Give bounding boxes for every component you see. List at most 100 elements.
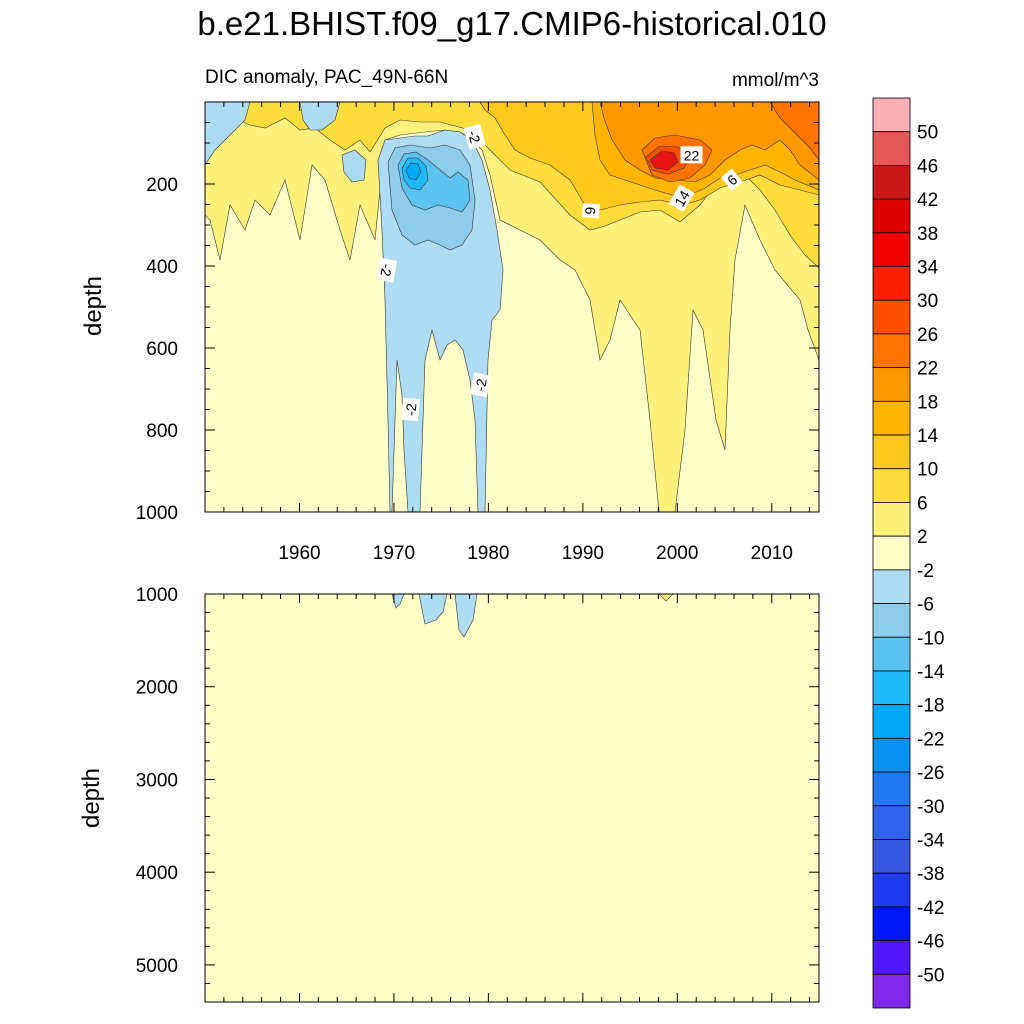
y-tick-label-deep: 5000 bbox=[136, 956, 178, 977]
colorbar-label: 10 bbox=[917, 460, 938, 481]
colorbar-box bbox=[872, 569, 911, 604]
y-tick-label-deep: 2000 bbox=[136, 678, 178, 699]
x-tick-label: 2010 bbox=[751, 543, 793, 564]
contour-field bbox=[205, 102, 819, 512]
negative-patch-early-3 bbox=[341, 149, 367, 183]
negative-patch-early-2 bbox=[299, 102, 341, 131]
x-tick-label: 1980 bbox=[467, 543, 509, 564]
contour-label: 6 bbox=[720, 168, 743, 191]
colorbar-box bbox=[872, 704, 911, 739]
colorbar-box bbox=[872, 400, 911, 436]
y-tick-label: 1000 bbox=[136, 503, 178, 524]
colorbar-box bbox=[872, 299, 911, 335]
contour-label-bg bbox=[581, 202, 600, 219]
axis-ticks-deep: 1000 2000 3000 4000 5000 bbox=[136, 585, 819, 1002]
y-axis-label-deep: depth bbox=[78, 768, 105, 828]
contour-label: -2 bbox=[401, 397, 420, 422]
contour-label-text: -2 bbox=[402, 402, 419, 416]
contour-label: -2 bbox=[463, 123, 486, 150]
contour-label-text: 14 bbox=[671, 187, 693, 209]
x-tick-label: 1960 bbox=[278, 543, 320, 564]
colorbar-label: 6 bbox=[917, 493, 928, 514]
upper-panel: DIC anomaly, PAC_49N-66N mmol/m^3 bbox=[80, 67, 820, 564]
colorbar-box bbox=[872, 603, 911, 638]
x-tick-label: 1990 bbox=[562, 543, 604, 564]
colorbar: 50 46 42 38 34 30 26 22 18 14 10 6 2 -2 -6 -10 -14 -18 -22… bbox=[872, 97, 945, 1009]
colorbar-label: -46 bbox=[917, 932, 944, 953]
contour-label-text: 6 bbox=[582, 206, 599, 215]
positive-core-30to34 bbox=[649, 150, 679, 171]
y-tick-label: 600 bbox=[146, 339, 178, 360]
colorbar-box bbox=[872, 906, 911, 941]
colorbar-label: -34 bbox=[917, 830, 945, 851]
y-tick-label: 400 bbox=[146, 257, 178, 278]
colorbar-box bbox=[872, 468, 911, 503]
colorbar-box bbox=[872, 737, 911, 773]
colorbar-box bbox=[872, 131, 911, 166]
colorbar-box bbox=[872, 839, 911, 874]
colorbar-label: 2 bbox=[917, 527, 928, 548]
negative-tongue-1 bbox=[391, 594, 405, 609]
colorbar-box bbox=[872, 502, 911, 537]
contour-label: 14 bbox=[668, 184, 695, 212]
y-tick-label-deep: 3000 bbox=[136, 770, 178, 791]
contour-label: -2 bbox=[470, 372, 491, 398]
colorbar-label: 38 bbox=[917, 224, 938, 245]
y-tick-label: 800 bbox=[146, 421, 178, 442]
negative-patch-early-1 bbox=[205, 102, 251, 166]
colorbar-label: -2 bbox=[917, 561, 934, 582]
colorbar-label: 22 bbox=[917, 359, 938, 380]
contour-label: 6 bbox=[581, 202, 600, 219]
colorbar-label: -50 bbox=[917, 965, 944, 986]
colorbar-label: -6 bbox=[917, 595, 934, 616]
lower-panel: 1000 2000 3000 4000 5000 depth bbox=[78, 585, 820, 1003]
colorbar-label: 46 bbox=[917, 156, 938, 177]
colorbar-box bbox=[872, 333, 911, 369]
colorbar-label: 42 bbox=[917, 190, 938, 211]
contour-label-text: -2 bbox=[472, 377, 490, 392]
colorbar-label: 18 bbox=[917, 392, 938, 413]
y-tick-label-deep: 4000 bbox=[136, 863, 178, 884]
positive-tip bbox=[658, 594, 674, 602]
contour-label-bg bbox=[680, 146, 703, 164]
x-tick-label: 2000 bbox=[656, 543, 698, 564]
contour-label-bg bbox=[668, 184, 695, 212]
colorbar-box bbox=[872, 367, 911, 402]
left-subtitle: DIC anomaly, PAC_49N-66N bbox=[205, 67, 448, 88]
y-tick-label-deep: 1000 bbox=[136, 585, 178, 606]
colorbar-box bbox=[872, 940, 911, 975]
contour-label-bg bbox=[470, 372, 491, 398]
colorbar-box bbox=[872, 266, 911, 301]
colorbar-box bbox=[872, 535, 911, 571]
colorbar-label: 30 bbox=[917, 291, 938, 312]
contour-label-bg bbox=[463, 123, 486, 150]
colorbar-label: -42 bbox=[917, 898, 944, 919]
colorbar-box bbox=[872, 805, 911, 840]
negative-core-minus22to-18 bbox=[405, 162, 422, 181]
colorbar-label: -26 bbox=[917, 763, 944, 784]
units-label: mmol/m^3 bbox=[732, 70, 819, 91]
contour-label: 22 bbox=[680, 146, 703, 164]
contour-label-text: 22 bbox=[684, 147, 700, 163]
contour-label-text: -2 bbox=[465, 129, 484, 145]
colorbar-label: -18 bbox=[917, 696, 944, 717]
contour-label-bg bbox=[376, 257, 398, 283]
colorbar-box bbox=[872, 670, 911, 706]
contour-label-bg bbox=[401, 397, 420, 422]
chart-title: b.e21.BHIST.f09_g17.CMIP6-historical.010 bbox=[197, 5, 826, 42]
colorbar-label: 50 bbox=[917, 123, 938, 144]
background-fill-deep bbox=[205, 594, 819, 1002]
colorbar-box bbox=[872, 771, 911, 807]
negative-tongue-2 bbox=[418, 594, 448, 625]
colorbar-box bbox=[872, 636, 911, 672]
y-tick-label: 200 bbox=[146, 175, 178, 196]
colorbar-label: 14 bbox=[917, 426, 939, 447]
colorbar-box bbox=[872, 232, 911, 267]
y-axis-label: depth bbox=[80, 276, 107, 336]
colorbar-box bbox=[872, 872, 911, 908]
colorbar-label: 34 bbox=[917, 258, 939, 279]
positive-band-22to26 bbox=[769, 102, 819, 161]
x-tick-label: 1970 bbox=[373, 543, 415, 564]
contour-field-deep bbox=[205, 594, 819, 1002]
